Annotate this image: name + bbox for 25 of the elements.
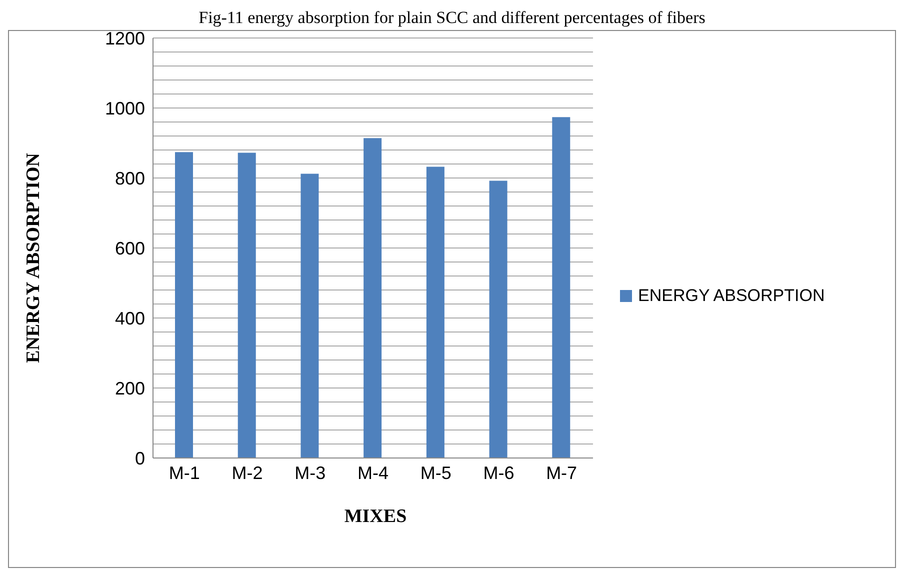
chart-title: Fig-11 energy absorption for plain SCC and different percentages of fibers <box>198 8 706 28</box>
bar <box>238 152 256 458</box>
y-tick-label: 200 <box>114 378 145 398</box>
y-tick-label: 1000 <box>104 98 145 118</box>
y-tick-label: 0 <box>134 448 145 468</box>
bar <box>489 180 508 458</box>
bar <box>175 152 193 458</box>
bar <box>364 138 382 458</box>
x-tick-label: M-3 <box>294 462 326 483</box>
y-tick-label: 1200 <box>104 28 145 48</box>
x-axis-title: MIXES <box>343 506 408 528</box>
bar <box>426 166 444 458</box>
bar <box>300 174 319 458</box>
y-axis-title: ENERGY ABSORPTION <box>23 153 45 363</box>
y-tick-label: 600 <box>114 238 145 258</box>
legend-label: ENERGY ABSORPTION <box>638 286 825 306</box>
x-tick-label: M-7 <box>546 462 578 483</box>
x-tick-label: M-5 <box>420 462 452 483</box>
y-tick-label: 800 <box>114 168 145 188</box>
y-tick-label: 400 <box>114 308 145 328</box>
x-tick-label: M-2 <box>232 462 263 483</box>
x-tick-label: M-1 <box>168 462 200 483</box>
x-tick-label: M-4 <box>358 462 388 483</box>
x-tick-label: M-6 <box>483 462 514 483</box>
bar <box>552 117 570 458</box>
